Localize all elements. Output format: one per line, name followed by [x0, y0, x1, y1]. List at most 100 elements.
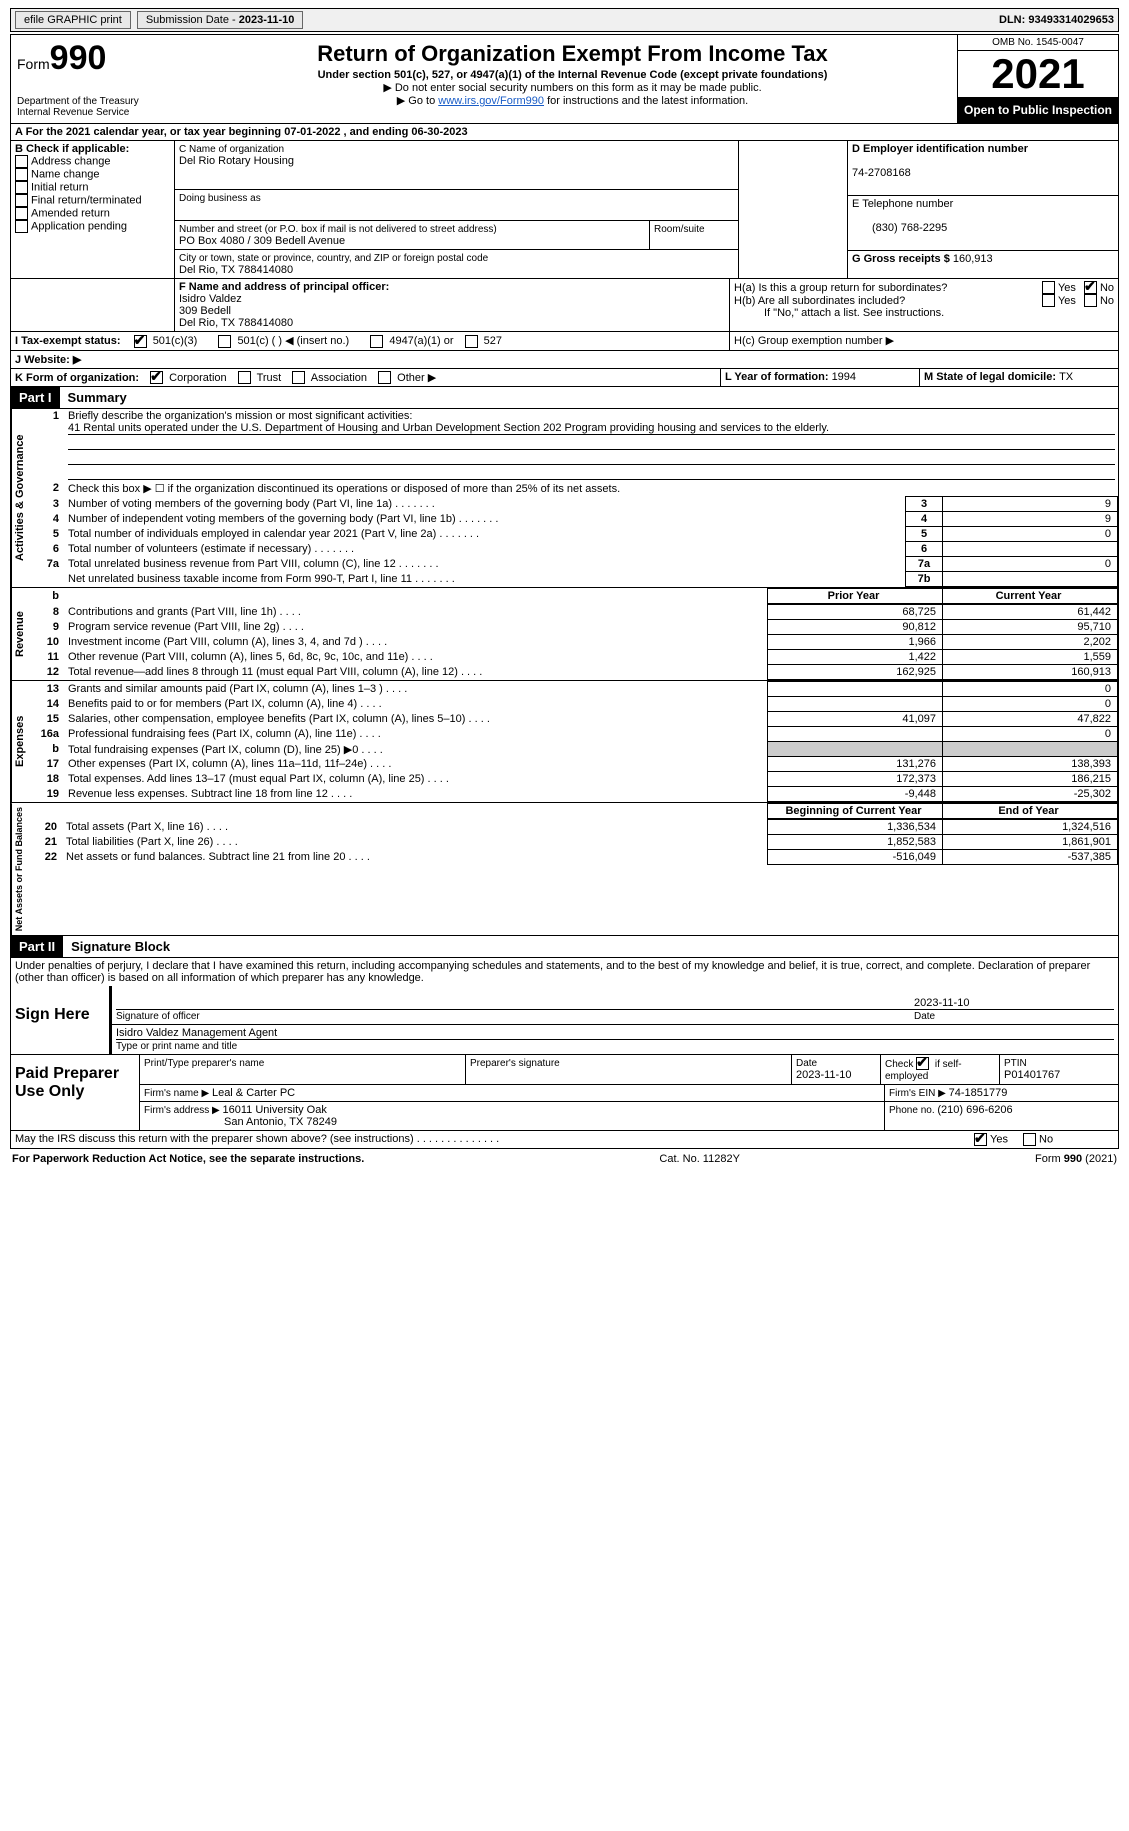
ptin-value: P01401767: [1004, 1069, 1060, 1081]
sidebar-activities: Activities & Governance: [11, 409, 28, 587]
table-row: 10Investment income (Part VIII, column (…: [28, 635, 1118, 650]
sec-j-label: J Website: ▶: [15, 354, 81, 366]
top-bar: efile GRAPHIC print Submission Date - 20…: [10, 8, 1119, 32]
org-city: Del Rio, TX 788414080: [179, 264, 293, 276]
firm-addr1: 16011 University Oak: [223, 1104, 327, 1116]
dln: DLN: 93493314029653: [999, 14, 1114, 26]
submission-label: Submission Date -: [146, 14, 239, 26]
table-row: 17Other expenses (Part IX, column (A), l…: [28, 757, 1118, 772]
gross-receipts: 160,913: [953, 253, 993, 265]
sec-e-label: E Telephone number: [852, 198, 953, 210]
checkbox-ha-yes[interactable]: [1042, 281, 1055, 294]
hb-no: No: [1100, 295, 1114, 307]
dln-value: 93493314029653: [1028, 14, 1114, 26]
checkbox-initial-return[interactable]: [15, 181, 28, 194]
checkbox-self-employed[interactable]: [916, 1057, 929, 1070]
part1-body: Activities & Governance 1 Briefly descri…: [10, 409, 1119, 588]
col-end: End of Year: [943, 804, 1118, 819]
footer: For Paperwork Reduction Act Notice, see …: [10, 1149, 1119, 1169]
part1-netassets: Net Assets or Fund Balances Beginning of…: [10, 803, 1119, 936]
firm-ein-label: Firm's EIN ▶: [889, 1088, 949, 1099]
table-row: 3Number of voting members of the governi…: [28, 497, 1118, 512]
sec-f-label: F Name and address of principal officer:: [179, 281, 389, 293]
sign-here-label: Sign Here: [11, 986, 109, 1054]
col-current: Current Year: [943, 589, 1118, 604]
table-row: 11Other revenue (Part VIII, column (A), …: [28, 650, 1118, 665]
discuss-row: May the IRS discuss this return with the…: [10, 1131, 1119, 1149]
table-row: Net unrelated business taxable income fr…: [28, 572, 1118, 587]
sidebar-netassets: Net Assets or Fund Balances: [11, 803, 26, 935]
dba-label: Doing business as: [179, 193, 261, 204]
table-row: 19Revenue less expenses. Subtract line 1…: [28, 787, 1118, 802]
table-row: 18Total expenses. Add lines 13–17 (must …: [28, 772, 1118, 787]
gov-lines-table: 3Number of voting members of the governi…: [28, 496, 1118, 587]
footer-right: Form 990 (2021): [1035, 1153, 1117, 1165]
checkbox-app-pending[interactable]: [15, 220, 28, 233]
opt-final: Final return/terminated: [31, 194, 142, 206]
prep-date: 2023-11-10: [796, 1069, 851, 1081]
addr-label: Number and street (or P.O. box if mail i…: [179, 224, 497, 235]
checkbox-address-change[interactable]: [15, 155, 28, 168]
prep-name-label: Print/Type preparer's name: [144, 1058, 264, 1069]
sec-a-pre: A For the 2021 calendar year, or tax yea…: [15, 126, 284, 138]
phone-value: (830) 768-2295: [852, 222, 947, 234]
firm-addr-label: Firm's address ▶: [144, 1105, 223, 1116]
prep-sig-label: Preparer's signature: [470, 1058, 560, 1069]
table-row: 4Number of independent voting members of…: [28, 512, 1118, 527]
ha-no: No: [1100, 282, 1114, 294]
form-prefix: Form: [17, 56, 50, 72]
checkbox-name-change[interactable]: [15, 168, 28, 181]
opt-trust: Trust: [257, 372, 282, 384]
sec-g-label: G Gross receipts $: [852, 253, 953, 265]
sec-h-a: H(a) Is this a group return for subordin…: [734, 282, 1042, 294]
ein-value: 74-2708168: [852, 167, 911, 179]
part1-title: Summary: [60, 390, 127, 405]
checkbox-527[interactable]: [465, 335, 478, 348]
sec-k-label: K Form of organization:: [15, 372, 139, 384]
table-row: 6Total number of volunteers (estimate if…: [28, 542, 1118, 557]
table-row: 5Total number of individuals employed in…: [28, 527, 1118, 542]
table-row: 16aProfessional fundraising fees (Part I…: [28, 727, 1118, 742]
firm-name-label: Firm's name ▶: [144, 1088, 212, 1099]
checkbox-501c[interactable]: [218, 335, 231, 348]
efile-print-button[interactable]: efile GRAPHIC print: [15, 11, 131, 29]
opt-initial: Initial return: [31, 181, 88, 193]
checkbox-amended[interactable]: [15, 207, 28, 220]
checkbox-final-return[interactable]: [15, 194, 28, 207]
checkbox-hb-no[interactable]: [1084, 294, 1097, 307]
prep-phone-label: Phone no.: [889, 1105, 937, 1116]
goto-pre: ▶ Go to: [397, 95, 438, 107]
part1-revenue: Revenue b Prior Year Current Year 8Contr…: [10, 588, 1119, 681]
form-subtitle: Under section 501(c), 527, or 4947(a)(1)…: [192, 69, 953, 81]
checkbox-assoc[interactable]: [292, 371, 305, 384]
checkbox-corp[interactable]: [150, 371, 163, 384]
officer-typed-name: Isidro Valdez Management Agent: [116, 1027, 277, 1039]
irs-link[interactable]: www.irs.gov/Form990: [438, 95, 544, 107]
sig-date: 2023-11-10: [914, 997, 969, 1009]
sec-a-end: 06-30-2023: [411, 126, 467, 138]
dln-label: DLN:: [999, 14, 1028, 26]
sign-here-block: Sign Here Signature of officer 2023-11-1…: [10, 986, 1119, 1055]
goto-note: ▶ Go to www.irs.gov/Form990 for instruct…: [192, 94, 953, 107]
part2-header: Part II: [11, 936, 63, 957]
checkbox-ha-no[interactable]: [1084, 281, 1097, 294]
checkbox-501c3[interactable]: [134, 335, 147, 348]
checkbox-discuss-yes[interactable]: [974, 1133, 987, 1146]
open-inspection: Open to Public Inspection: [958, 97, 1118, 123]
sidebar-expenses: Expenses: [11, 681, 28, 802]
part2-header-row: Part II Signature Block: [10, 936, 1119, 958]
checkbox-hb-yes[interactable]: [1042, 294, 1055, 307]
table-row: bTotal fundraising expenses (Part IX, co…: [28, 742, 1118, 757]
dept-treasury: Department of the Treasury: [17, 96, 182, 107]
spacer-col: [738, 141, 847, 278]
checkbox-trust[interactable]: [238, 371, 251, 384]
sidebar-revenue: Revenue: [11, 588, 28, 680]
ssn-note: ▶ Do not enter social security numbers o…: [192, 81, 953, 94]
checkbox-discuss-no[interactable]: [1023, 1133, 1036, 1146]
discuss-text: May the IRS discuss this return with the…: [15, 1133, 414, 1145]
sec-h-b: H(b) Are all subordinates included?: [734, 295, 1042, 307]
form-title: Return of Organization Exempt From Incom…: [192, 41, 953, 67]
checkbox-other[interactable]: [378, 371, 391, 384]
sec-a-mid: , and ending: [340, 126, 411, 138]
checkbox-4947[interactable]: [370, 335, 383, 348]
